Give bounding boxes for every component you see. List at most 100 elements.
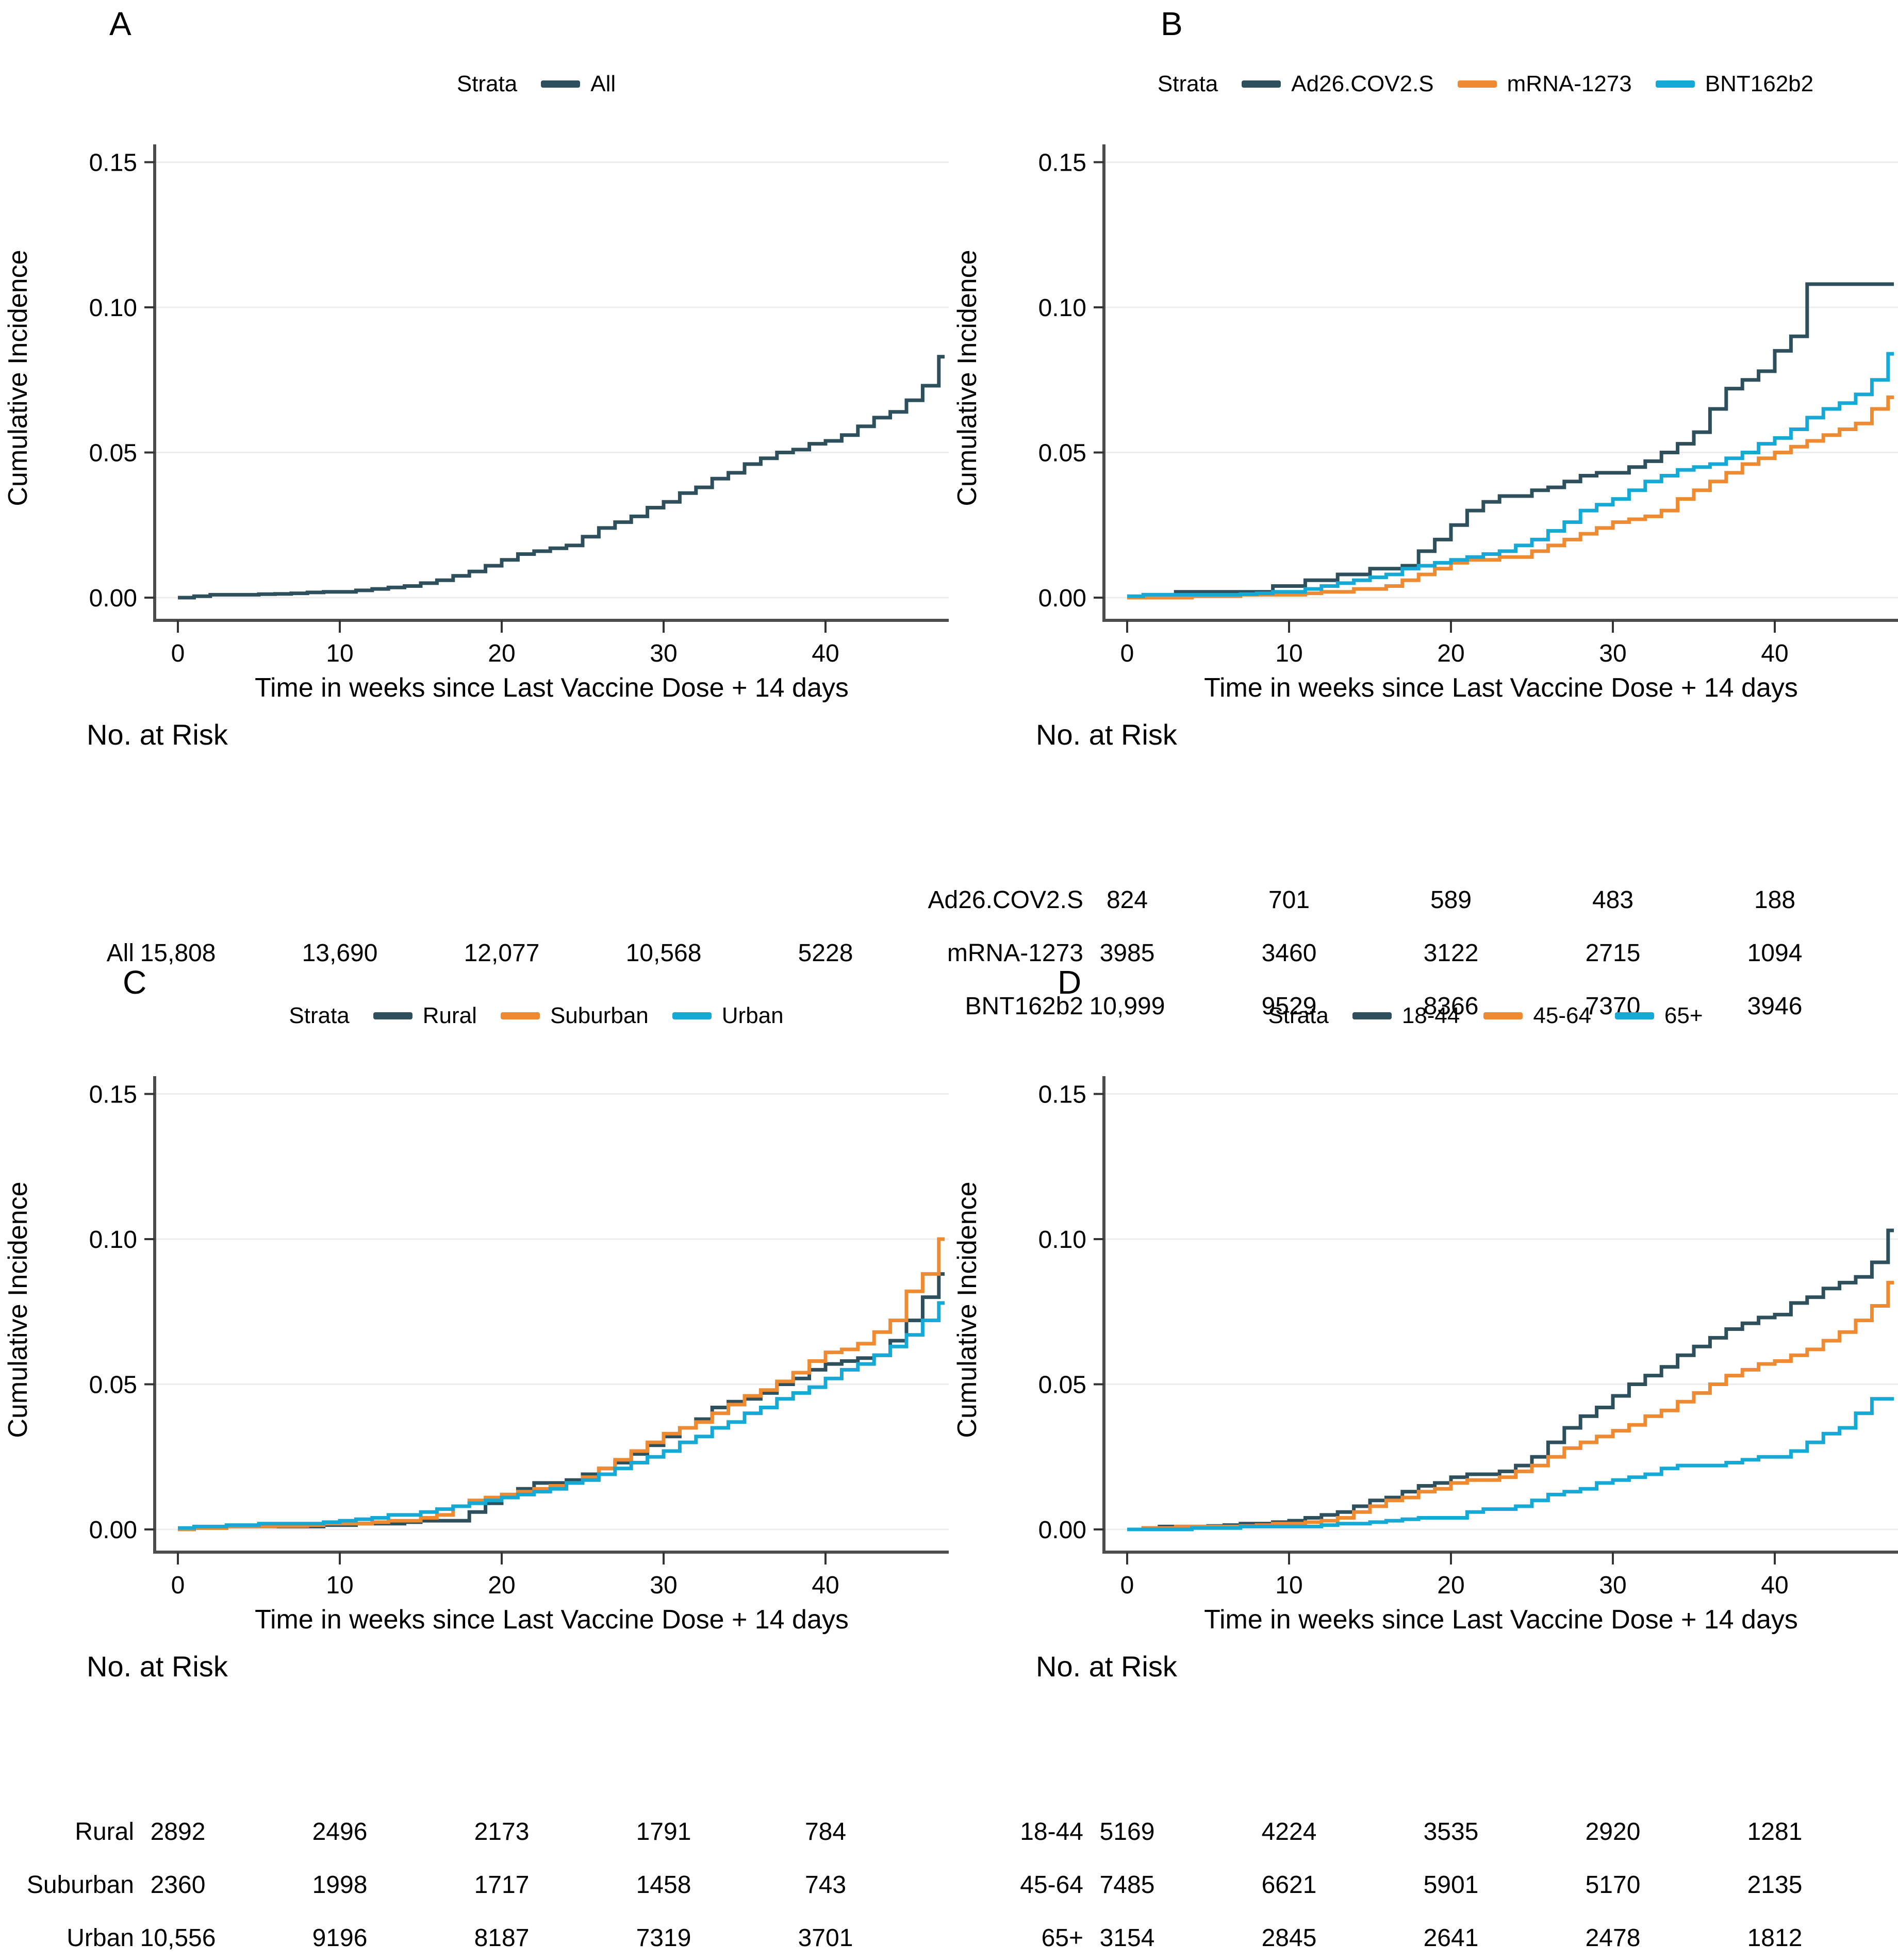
legend-item-all: All [541,71,616,97]
risk-value: 3535 [1423,1818,1479,1846]
risk-value: 701 [1268,886,1310,914]
legend-label: mRNA-1273 [1507,71,1632,96]
risk-value: 12,077 [464,940,540,967]
risk-row-label: 65+ [1041,1924,1083,1952]
panel-d: D Strata 18-44 45-64 65+ 0.00 0.05 0.10 0.15 0 10 2… [949,932,1898,1952]
risk-value: 1812 [1747,1924,1803,1952]
risk-row-label: 18-44 [1020,1818,1083,1846]
risk-value: 3122 [1423,940,1479,967]
risk-row-label: Ad26.COV2.S [928,886,1084,914]
curve-rural [178,1272,945,1531]
legend-swatch-icon [1655,80,1695,88]
legend-item-rural: Rural [373,1003,477,1029]
risk-value: 2173 [474,1818,530,1846]
y-tick-label: 0.05 [1038,1372,1086,1399]
panel-a: A Strata All 0.00 0.05 0.10 0.15 0 10 20 30 40 Time … [0,0,949,967]
x-tick-label: 20 [488,1572,515,1599]
legend-swatch-icon [541,80,581,88]
x-tick-label: 10 [326,640,353,667]
risk-value: 1094 [1747,940,1803,967]
x-tick-label: 0 [171,1572,185,1599]
curve-bnt162b2 [1127,352,1894,598]
y-tick-label: 0.05 [89,1372,137,1399]
risk-value: 1281 [1747,1818,1803,1846]
risk-value: 5169 [1099,1818,1155,1846]
x-tick-label: 10 [326,1572,353,1599]
risk-table-row-65: 65+ 3154 2845 2641 2478 1812 [949,1924,1898,1960]
y-axis-title: Cumulative Incidence [3,1181,33,1438]
risk-value: 10,999 [1089,993,1165,1020]
risk-table-row-18-44: 18-44 5169 4224 3535 2920 1281 [949,1818,1898,1854]
risk-value: 3701 [798,1924,853,1952]
risk-table-row-45-64: 45-64 7485 6621 5901 5170 2135 [949,1871,1898,1907]
x-tick-label: 20 [1437,640,1464,667]
y-tick-label: 0.00 [89,1517,137,1544]
legend-label: 45-64 [1533,1003,1591,1028]
risk-value: 2135 [1747,1871,1803,1899]
x-axis-title: Time in weeks since Last Vaccine Dose + … [1204,673,1798,703]
risk-value: 4224 [1261,1818,1317,1846]
y-tick-label: 0.05 [1038,440,1086,467]
risk-value: 2892 [150,1818,206,1846]
risk-row-label: All [106,940,134,967]
risk-value: 8366 [1423,993,1479,1020]
risk-table-title: No. at Risk [1036,718,1177,751]
risk-value: 589 [1430,886,1472,914]
risk-value: 2496 [312,1818,368,1846]
risk-value: 1458 [636,1871,691,1899]
curve-ad26-cov2-s [1127,282,1894,600]
curve-65 [1127,1397,1894,1531]
risk-table-row-all: All 15,808 13,690 12,077 10,568 5228 [0,939,949,975]
risk-table-row-bnt162b2: BNT162b2 10,999 9529 8366 7370 3946 [949,992,1898,1028]
plot-area-b: 0.00 0.05 0.10 0.15 0 10 20 30 40 Time in weeks s… [952,144,1898,703]
risk-table-row-urban: Urban 10,556 9196 8187 7319 3701 [0,1924,949,1960]
risk-value: 784 [804,1818,847,1846]
x-tick-label: 30 [1599,640,1626,667]
risk-table-row-ad26-cov2-s: Ad26.COV2.S 824 701 589 483 188 [928,886,1898,922]
risk-value: 1717 [474,1871,530,1899]
risk-value: 8187 [474,1924,530,1952]
x-tick-label: 40 [1761,1572,1788,1599]
x-tick-label: 20 [488,640,515,667]
x-tick-label: 30 [1599,1572,1626,1599]
legend-title: Strata [1157,71,1218,96]
legend-swatch-icon [1457,80,1497,88]
risk-value: 2360 [150,1871,206,1899]
x-tick-label: 10 [1275,640,1302,667]
y-tick-label: 0.00 [1038,585,1086,612]
panel-c: C Strata Rural Suburban Urban 0.00 0.05 0.10 0.1… [0,932,949,1952]
legend-item-urban: Urban [672,1003,784,1029]
legend-label: Ad26.COV2.S [1291,71,1434,96]
y-tick-label: 0.15 [89,1081,137,1109]
risk-row-label: 45-64 [1020,1871,1083,1899]
risk-row-label: Urban [67,1924,134,1952]
legend-swatch-icon [1483,1012,1523,1019]
y-tick-label: 0.15 [1038,1081,1086,1109]
legend: Strata Ad26.COV2.S mRNA-1273 BNT162b2 [1073,71,1898,97]
legend-label: 65+ [1664,1003,1703,1028]
y-axis-title: Cumulative Incidence [3,250,33,506]
x-axis-title: Time in weeks since Last Vaccine Dose + … [1204,1605,1798,1635]
risk-value: 7319 [636,1924,691,1952]
panel-letter: A [109,5,131,42]
risk-value: 10,556 [140,1924,216,1952]
risk-value: 483 [1592,886,1634,914]
y-tick-label: 0.10 [1038,294,1086,322]
risk-value: 2641 [1423,1924,1479,1952]
curve-45-64 [1127,1280,1894,1531]
risk-row-label: mRNA-1273 [947,940,1083,967]
y-tick-label: 0.05 [89,440,137,467]
risk-value: 5170 [1585,1871,1641,1899]
legend-item-45-64: 45-64 [1483,1003,1591,1029]
risk-value: 188 [1754,886,1796,914]
risk-value: 15,808 [140,940,216,967]
risk-value: 1791 [636,1818,691,1846]
legend-label: Rural [422,1003,477,1028]
x-axis-title: Time in weeks since Last Vaccine Dose + … [255,673,849,703]
curve-all [178,355,945,600]
y-tick-label: 0.15 [89,150,137,177]
legend-label: All [590,71,616,96]
risk-value: 3154 [1099,1924,1155,1952]
risk-value: 1998 [312,1871,368,1899]
legend-swatch-icon [1614,1012,1654,1019]
